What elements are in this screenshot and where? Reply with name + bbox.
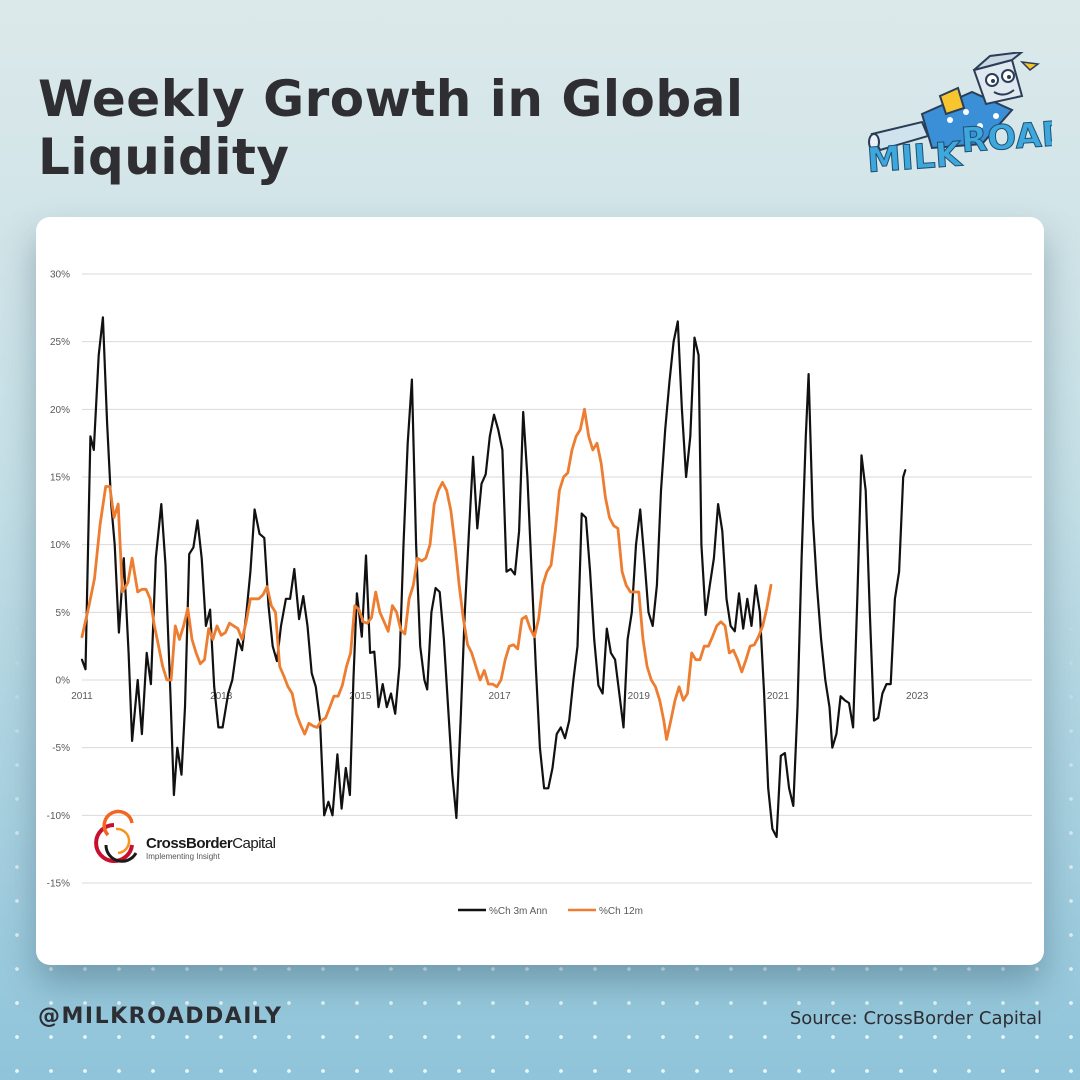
- x-tick-label: 2017: [488, 691, 511, 702]
- y-tick-label: 15%: [50, 473, 70, 484]
- page-title: Weekly Growth in Global Liquidity: [38, 70, 744, 186]
- brand-word-road: ROAD: [960, 113, 1052, 160]
- y-tick-label: 0%: [56, 676, 71, 687]
- y-tick-label: -10%: [47, 811, 70, 822]
- crossborder-name-bold: CrossBorder: [146, 835, 233, 852]
- svg-text:CrossBorderCapital: CrossBorderCapital: [146, 835, 276, 852]
- milk-carton-mascot-icon: [868, 52, 1040, 152]
- legend-label-12m: %Ch 12m: [599, 906, 643, 917]
- liquidity-line-chart: 30%25%20%15%10%5%0%-5%-10%-15% 2011 2013 2…: [47, 270, 1032, 917]
- y-tick-label: 20%: [50, 405, 70, 416]
- series-line-12m: [80, 407, 773, 741]
- social-handle: @MILKROADDAILY: [38, 1004, 283, 1029]
- y-tick-label: -15%: [47, 879, 70, 890]
- crossborder-name-light: Capital: [232, 835, 275, 852]
- milk-road-logo: MILK ROAD: [865, 52, 1052, 181]
- x-tick-label: 2013: [210, 691, 233, 702]
- y-tick-label: 30%: [50, 270, 70, 281]
- chart-card: 30% 25% 20% 15% 10% 5% 0% -5% -10% -15% 2011 2013 2…: [36, 217, 1044, 965]
- x-tick-label: 2019: [628, 691, 651, 702]
- y-tick-label: 5%: [56, 608, 71, 619]
- x-axis: 2011 2013 2015 2017 2019 2021 2023: [71, 691, 928, 702]
- crossborder-capital-logo: CrossBorderCapital Implementing Insight: [94, 809, 276, 863]
- gridlines: [82, 273, 1032, 884]
- x-tick-label: 2015: [349, 691, 372, 702]
- series-line-3m-ann: [80, 316, 907, 839]
- brand-word-milk: MILK: [866, 134, 965, 181]
- chart-legend: %Ch 3m Ann %Ch 12m: [458, 906, 643, 917]
- y-tick-label: -5%: [52, 743, 70, 754]
- x-tick-label: 2021: [767, 691, 790, 702]
- legend-label-3m: %Ch 3m Ann: [489, 906, 547, 917]
- x-tick-label: 2023: [906, 691, 929, 702]
- x-tick-label: 2011: [71, 691, 93, 702]
- crossborder-tagline: Implementing Insight: [146, 852, 221, 861]
- series-lines: [80, 316, 907, 839]
- y-tick-label: 10%: [50, 540, 70, 551]
- y-axis: 30% 25% 20% 15% 10% 5% 0% -5% -10% -15%: [47, 270, 70, 890]
- y-tick-label: 25%: [50, 337, 70, 348]
- crossborder-swirl-icon: [94, 809, 138, 863]
- source-credit: Source: CrossBorder Capital: [789, 1008, 1042, 1029]
